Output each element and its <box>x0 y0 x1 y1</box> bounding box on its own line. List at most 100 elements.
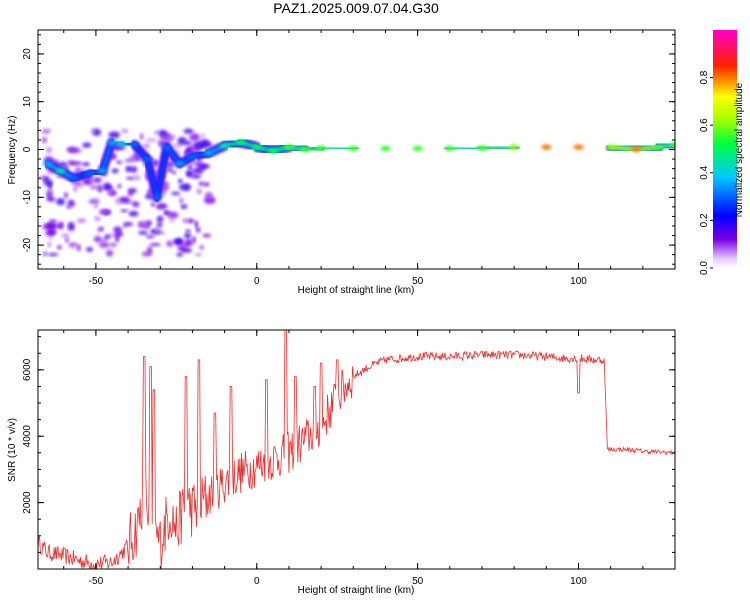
spectrogram-speckle <box>183 140 192 146</box>
spectrogram-ridge-point <box>235 139 246 145</box>
spectrogram-speckle <box>202 233 212 238</box>
spectrogram-speckle <box>185 147 191 153</box>
snr-frame <box>37 329 676 570</box>
spectrogram-ridge-point <box>97 168 108 174</box>
spectrogram-speckle <box>128 210 139 217</box>
spectrogram-ridge-segment <box>133 143 149 161</box>
colorbar-label: Normalized spectral amplitude <box>734 82 745 217</box>
spectrogram-speckle <box>88 198 100 205</box>
spectrogram-ridge-point <box>203 150 214 156</box>
colorbar-tick-label: 0.4 <box>699 165 710 179</box>
spectrogram-speckle <box>109 242 117 248</box>
spectrogram-speckle <box>196 163 208 171</box>
spectrogram-speckle <box>68 242 78 248</box>
spectrogram-speckle <box>179 197 184 204</box>
spectrogram-ridge-segment <box>101 141 114 173</box>
spectrogram-ridge-point <box>152 194 162 200</box>
spectrogram-speckle <box>48 182 53 191</box>
spectrogram-speckle <box>195 227 201 233</box>
spectrogram-x-axis-label: Height of straight line (km) <box>298 285 415 296</box>
spectrogram-speckle <box>47 228 57 236</box>
spectrogram-speckle <box>57 221 64 230</box>
snr-y-tick-label: 6000 <box>22 358 33 381</box>
snr-x-tick-label: 0 <box>254 576 260 587</box>
spectrogram-speckle <box>70 161 83 166</box>
spectrogram-speckle <box>113 226 122 234</box>
spectrogram-speckle <box>203 182 210 187</box>
spectrogram-speckle <box>82 162 90 167</box>
spectrogram-speckle <box>185 229 191 233</box>
spectrogram-ridge-segment <box>165 145 181 166</box>
spectrogram-speckle <box>104 234 110 240</box>
spectrogram-speckle <box>157 129 168 136</box>
spectrogram-ridge-point <box>541 144 552 150</box>
spectrogram-speckle <box>111 168 119 174</box>
snr-x-tick-label: -50 <box>89 576 104 587</box>
spectrogram-y-tick-label: -10 <box>22 190 33 205</box>
spectrogram-speckle <box>93 235 102 243</box>
spectrogram-speckle <box>189 133 200 142</box>
spectrogram-speckle <box>47 252 59 257</box>
spectrogram-speckle <box>94 204 98 209</box>
spectrogram-speckle <box>171 170 177 175</box>
spectrogram-y-ticks: 20 10 0 -10 -20 <box>22 34 675 265</box>
spectrogram-speckle <box>94 216 101 222</box>
spectrogram-speckle <box>132 201 140 208</box>
spectrogram-speckle <box>181 247 192 253</box>
spectrogram-ridge-point <box>300 146 310 153</box>
spectrogram-speckle <box>189 162 198 166</box>
spectrogram-ridge-point <box>670 142 675 148</box>
spectrogram-ridge-point <box>84 170 95 176</box>
spectrogram-speckle <box>41 128 52 134</box>
snr-series-line <box>38 330 675 569</box>
spectrogram-speckle <box>172 143 183 148</box>
spectrogram-speckle <box>196 188 203 195</box>
spectrogram-speckle <box>48 236 53 240</box>
spectrogram-speckle <box>67 199 74 205</box>
spectrogram-speckle <box>47 241 52 248</box>
spectrogram-speckle <box>48 219 58 224</box>
spectrogram-ridge-point <box>42 161 53 167</box>
spectrogram-speckle <box>186 218 195 224</box>
spectrogram-speckle <box>106 191 112 195</box>
spectrogram-speckle <box>152 159 160 167</box>
spectrogram-y-tick-label: 10 <box>22 96 33 108</box>
spectrogram-speckle <box>155 203 168 210</box>
snr-y-axis-label: SNR (10 * v/v) <box>7 418 18 482</box>
spectrogram-ridge-point <box>444 145 455 152</box>
spectrogram-ridge-point <box>129 142 140 148</box>
spectrogram-speckle <box>45 222 56 230</box>
spectrogram-speckle <box>168 218 175 223</box>
spectrogram-speckle <box>100 238 107 243</box>
spectrogram-ridge-point <box>68 175 79 181</box>
spectrogram-ridge-point <box>316 145 327 151</box>
spectrogram-speckle <box>167 167 173 173</box>
spectrogram-speckle <box>84 179 94 186</box>
spectrogram-speckle <box>121 128 129 134</box>
spectrogram-ridge-segment <box>155 145 168 199</box>
spectrogram-speckle <box>69 147 82 154</box>
spectrogram-speckle <box>119 196 130 203</box>
spectrogram-speckle <box>150 202 156 207</box>
spectrogram-speckle <box>180 204 188 210</box>
spectrogram-speckle <box>194 252 203 257</box>
colorbar-ticks: 0.0 0.2 0.4 0.6 0.8 <box>699 70 713 275</box>
spectrogram-speckle <box>177 178 183 184</box>
spectrogram-speckle <box>46 196 56 202</box>
spectrogram-speckle <box>105 249 114 257</box>
spectrogram-ridge-point <box>348 145 359 152</box>
snr-y-tick-label: 2000 <box>22 491 33 514</box>
spectrogram-speckle <box>183 128 194 134</box>
spectrogram-speckle <box>61 233 70 238</box>
spectrogram-ridge-segment <box>480 145 516 150</box>
spectrogram-y-tick-label: 0 <box>22 146 33 152</box>
spectrogram-speckle <box>63 192 69 199</box>
spectrogram-speckle <box>187 164 193 171</box>
spectrogram-speckle <box>99 226 104 232</box>
spectrogram-speckle <box>117 184 122 189</box>
spectrogram-speckle <box>185 170 192 177</box>
snr-x-axis-label: Height of straight line (km) <box>298 585 415 596</box>
spectrogram-marks <box>39 128 675 257</box>
spectrogram-speckle <box>200 139 210 146</box>
